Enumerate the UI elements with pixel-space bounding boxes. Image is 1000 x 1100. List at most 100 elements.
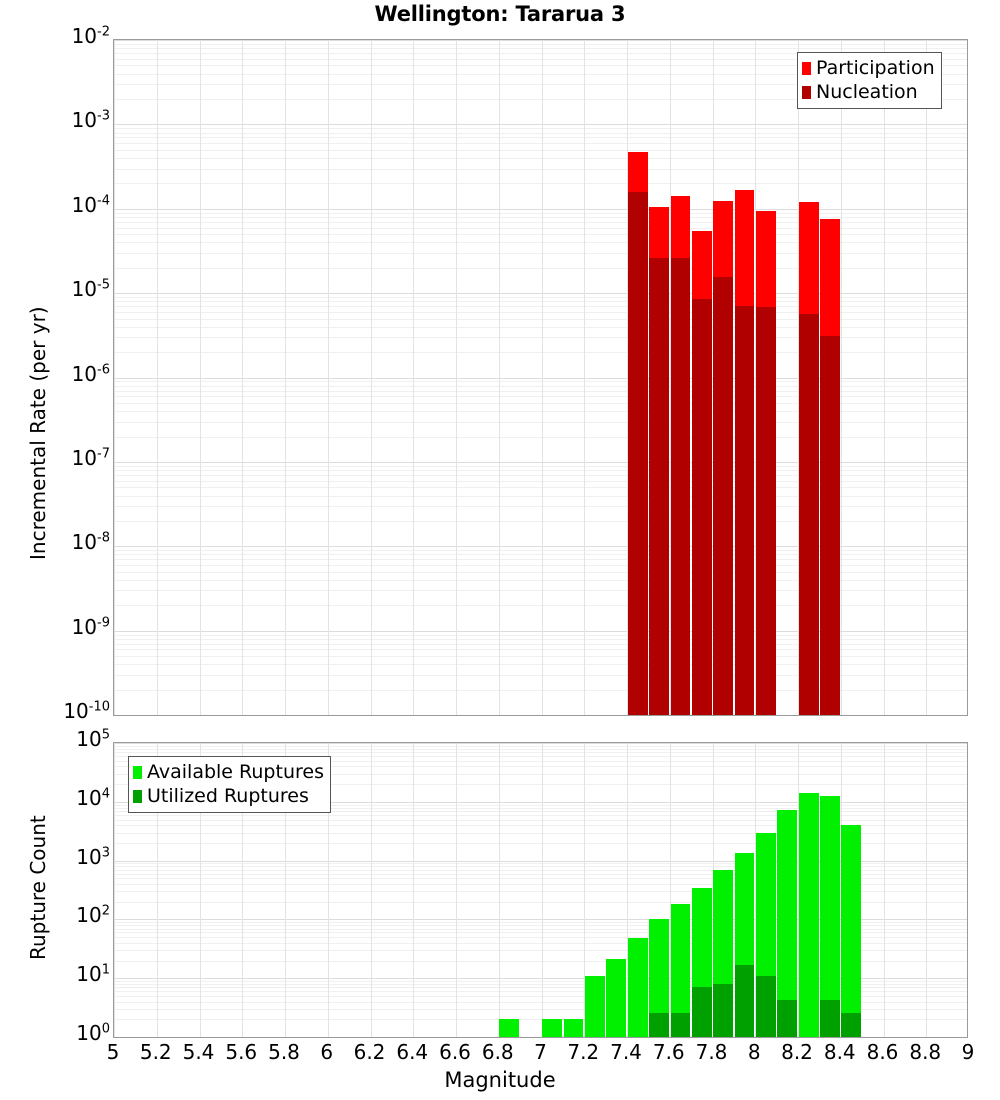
gridline-minor — [114, 814, 967, 816]
gridline-minor — [114, 866, 967, 868]
gridline-vertical — [242, 40, 244, 715]
gridline-minor — [114, 571, 967, 573]
gridline-minor — [114, 267, 967, 269]
gridline-minor — [114, 873, 967, 875]
legend-label-participation: Participation — [816, 56, 935, 79]
gridline-minor — [114, 318, 967, 320]
gridline-minor — [114, 807, 967, 809]
gridline-minor — [114, 143, 967, 145]
y-tick-label: 10-8 — [71, 530, 110, 555]
y-tick-label: 10-3 — [71, 108, 110, 133]
x-axis-label: Magnitude — [444, 1068, 556, 1092]
gridline-minor — [114, 396, 967, 398]
gridline-vertical — [242, 743, 244, 1037]
bar-available-ruptures — [563, 1019, 584, 1037]
gridline-minor — [114, 605, 967, 607]
available-ruptures-color-swatch — [133, 765, 142, 779]
gridline-vertical — [327, 743, 329, 1037]
x-tick-label: 8.4 — [823, 1040, 856, 1064]
bar-utilized-ruptures — [777, 1000, 798, 1037]
utilized-ruptures-color-swatch — [133, 789, 142, 803]
gridline-minor — [114, 579, 967, 581]
top-legend: Participation Nucleation — [797, 52, 942, 109]
gridline-vertical — [456, 40, 457, 715]
gridline-major — [114, 715, 967, 716]
y-tick-label: 10-4 — [71, 192, 110, 217]
gridline-minor — [114, 306, 967, 308]
x-tick-label: 7.2 — [567, 1040, 600, 1064]
x-tick-label: 8.8 — [909, 1040, 942, 1064]
gridline-minor — [114, 212, 967, 214]
gridline-minor — [114, 649, 967, 651]
gridline-minor — [114, 664, 967, 666]
gridline-minor — [114, 565, 967, 566]
gridline-minor — [114, 960, 967, 962]
gridline-major — [114, 978, 967, 980]
bar-available-ruptures — [841, 825, 862, 1037]
gridline-minor — [114, 891, 967, 893]
gridline-major — [114, 546, 967, 548]
gridline-minor — [114, 748, 967, 750]
x-tick-label: 5.6 — [225, 1040, 258, 1064]
y-tick-label: 105 — [76, 727, 110, 751]
gridline-minor — [114, 470, 967, 472]
gridline-minor — [114, 402, 967, 404]
gridline-minor — [114, 810, 967, 812]
legend-item-available-ruptures: Available Ruptures — [133, 760, 324, 784]
gridline-major — [114, 630, 967, 632]
y-tick-label: 103 — [76, 844, 110, 869]
gridline-minor — [114, 385, 967, 387]
gridline-vertical — [413, 40, 415, 715]
gridline-minor — [114, 506, 967, 507]
gridline-vertical — [712, 743, 714, 1037]
bar-utilized-ruptures — [713, 983, 734, 1037]
bar-utilized-ruptures — [756, 975, 776, 1037]
bar-available-ruptures — [670, 904, 691, 1037]
bar-available-ruptures — [820, 796, 840, 1037]
gridline-vertical — [627, 743, 628, 1037]
gridline-minor — [114, 1019, 967, 1021]
gridline-minor — [114, 928, 967, 930]
bar-nucleation — [756, 307, 776, 715]
bar-utilized-ruptures — [691, 987, 712, 1037]
gridline-minor — [114, 550, 967, 552]
legend-label-utilized-ruptures: Utilized Ruptures — [147, 784, 309, 807]
gridline-minor — [114, 980, 967, 982]
gridline-minor — [114, 674, 967, 676]
gridline-vertical — [285, 743, 286, 1037]
gridline-minor — [114, 149, 967, 151]
gridline-minor — [114, 495, 967, 497]
gridline-major — [114, 801, 967, 803]
gridline-minor — [114, 352, 967, 354]
x-tick-label: 5 — [106, 1040, 120, 1064]
x-tick-label: 8 — [747, 1040, 761, 1064]
gridline-vertical — [926, 743, 928, 1037]
gridline-minor — [114, 756, 967, 757]
gridline-minor — [114, 65, 967, 67]
gridline-minor — [114, 878, 967, 880]
gridline-minor — [114, 784, 967, 786]
gridline-minor — [114, 950, 967, 952]
x-tick-label: 8.2 — [781, 1040, 813, 1064]
bar-utilized-ruptures — [820, 999, 840, 1037]
gridline-minor — [114, 252, 967, 254]
gridline-minor — [114, 752, 967, 754]
gridline-minor — [114, 995, 967, 997]
y-tick-label: 10-6 — [71, 361, 110, 386]
gridline-vertical — [883, 40, 885, 715]
gridline-minor — [114, 301, 967, 303]
gridline-minor — [114, 901, 967, 903]
gridline-minor — [114, 634, 967, 636]
bar-nucleation — [627, 191, 648, 715]
x-tick-label: 6.8 — [481, 1040, 514, 1064]
bar-nucleation — [820, 336, 840, 715]
gridline-minor — [114, 326, 967, 328]
gridline-minor — [114, 58, 967, 60]
participation-color-swatch — [802, 61, 811, 75]
bar-nucleation — [798, 314, 819, 715]
gridline-vertical — [541, 40, 543, 715]
gridline-major — [114, 124, 967, 126]
x-tick-label: 6.2 — [353, 1040, 386, 1064]
x-tick-label: 7 — [534, 1040, 547, 1064]
